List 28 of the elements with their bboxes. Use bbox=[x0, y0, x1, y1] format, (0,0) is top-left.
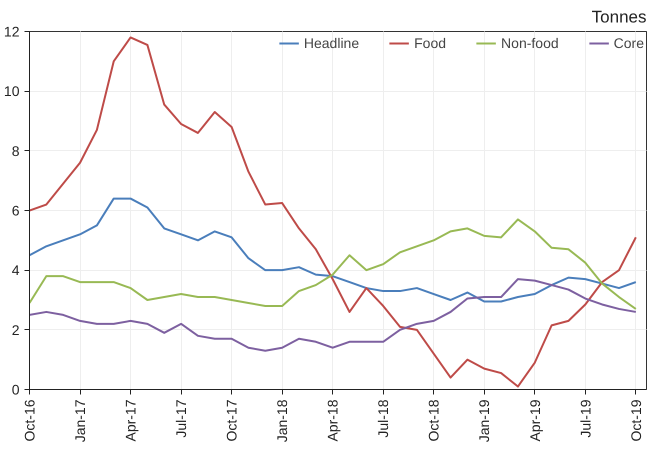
x-tick-label: Oct-18 bbox=[426, 399, 442, 442]
line-series bbox=[30, 278, 637, 352]
y-tick-label: 4 bbox=[12, 262, 20, 278]
y-tick-label: 8 bbox=[12, 142, 20, 159]
x-tick-label: Jan-17 bbox=[72, 399, 88, 442]
legend-label: Food bbox=[414, 35, 446, 51]
y-tick-label: 0 bbox=[12, 382, 20, 398]
x-tick-label: Jan-19 bbox=[476, 399, 492, 442]
x-tick-label: Apr-17 bbox=[122, 399, 139, 442]
x-tick-label: Oct-19 bbox=[628, 399, 644, 442]
y-axis-title: Tonnes bbox=[592, 8, 647, 26]
x-tick-label: Oct-16 bbox=[22, 399, 38, 442]
y-tick-label: 6 bbox=[12, 202, 20, 218]
y-tick-label: 12 bbox=[4, 24, 20, 40]
legend-label: Headline bbox=[304, 35, 360, 51]
x-tick-label: Jan-18 bbox=[274, 399, 290, 442]
legend-label: Core bbox=[614, 35, 644, 51]
x-tick-label: Apr-19 bbox=[526, 399, 543, 442]
x-tick-label: Jul-18 bbox=[375, 399, 392, 438]
y-tick-label: 2 bbox=[12, 322, 20, 338]
legend-label: Non-food bbox=[501, 35, 559, 51]
line-series bbox=[30, 218, 637, 310]
x-tick-label: Oct-17 bbox=[224, 399, 240, 442]
line-series bbox=[30, 198, 637, 302]
x-tick-label: Apr-18 bbox=[324, 399, 341, 442]
x-tick-label: Jul-19 bbox=[577, 399, 594, 438]
y-tick-label: 10 bbox=[4, 83, 20, 100]
x-tick-label: Jul-17 bbox=[173, 399, 190, 438]
